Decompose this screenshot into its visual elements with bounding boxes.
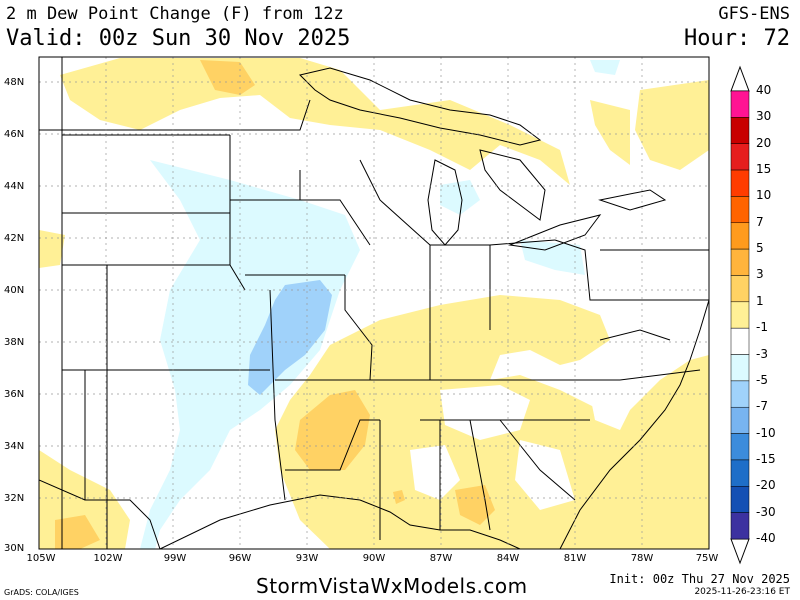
lon-label: 78W (630, 553, 654, 564)
lon-label: 81W (563, 553, 587, 564)
political-boundaries (39, 57, 709, 549)
colorbar-label: -15 (756, 451, 776, 466)
colorbar-label: 1 (756, 293, 764, 308)
colorbar-label: 40 (756, 83, 772, 97)
colorbar-top-arrow (730, 65, 750, 92)
colorbar-swatch (730, 169, 750, 197)
lon-label: 105W (26, 553, 56, 564)
lat-label: 44N (4, 181, 25, 192)
map-title: 2 m Dew Point Change (F) from 12z (6, 4, 344, 24)
lon-label: 96W (228, 553, 252, 564)
lon-label: 84W (496, 553, 520, 564)
colorbar-label: 7 (756, 214, 764, 229)
lake-superior-outline (299, 67, 542, 146)
colorbar-label: 5 (756, 241, 764, 256)
positive-area-east (635, 80, 709, 170)
colorbar-label: 15 (756, 162, 772, 177)
run-timestamp: 2025-11-26-23:16 ET (694, 587, 790, 597)
init-time: Init: 00z Thu 27 Nov 2025 (609, 572, 790, 586)
lat-label: 36N (4, 389, 25, 400)
warm-core-ms-valley (295, 390, 370, 470)
negative-area-lakes (440, 180, 480, 215)
colorbar-swatch (730, 275, 750, 303)
colorbar-label: -1 (756, 320, 768, 335)
lon-label: 102W (93, 553, 123, 564)
positive-area-west (39, 230, 65, 268)
gulf-coast (159, 494, 521, 549)
negative-area-ne (590, 60, 620, 75)
lon-label: 87W (429, 553, 453, 564)
neutral-pocket-2 (440, 385, 530, 440)
lake-huron-outline (479, 149, 546, 221)
colorbar-label: 20 (756, 135, 772, 150)
warm-core-small (393, 490, 405, 504)
lat-label: 34N (4, 441, 25, 452)
colorbar-swatch (730, 459, 750, 487)
map-frame (38, 56, 710, 550)
canada-border (39, 99, 311, 131)
colorbar-swatch (730, 143, 750, 171)
lat-label: 40N (4, 285, 25, 296)
lake-michigan-outline (427, 159, 463, 246)
colorbar-label: 30 (756, 109, 772, 124)
warm-core-gulf (455, 485, 495, 525)
lon-label: 93W (295, 553, 319, 564)
colorbar-swatch (730, 301, 750, 329)
positive-area-northeast (590, 100, 630, 165)
atlantic-coast (559, 299, 709, 549)
colorbar-swatch (730, 406, 750, 434)
colorbar-swatch (730, 486, 750, 513)
colorbar-swatch (730, 90, 750, 118)
colorbar-label: -7 (756, 399, 768, 414)
warm-core-north (200, 60, 255, 95)
colorbar-swatch (730, 248, 750, 276)
colorbar-label: -5 (756, 372, 768, 387)
neutral-pocket-3 (590, 395, 630, 430)
colorbar-swatch (730, 222, 750, 250)
lat-label: 48N (4, 77, 25, 88)
lat-label: 38N (4, 337, 25, 348)
valid-time: Valid: 00z Sun 30 Nov 2025 (6, 26, 351, 51)
colorbar (730, 65, 750, 565)
colorbar-label: -3 (756, 346, 768, 361)
lake-erie-outline (508, 214, 602, 251)
shaded-field (39, 57, 709, 549)
lake-ontario-outline (598, 189, 667, 211)
neutral-pocket-1 (410, 445, 460, 500)
negative-area-plains (140, 160, 360, 549)
colorbar-label: -40 (756, 531, 776, 545)
grads-credit: GrADS: COLA/IGES (4, 588, 79, 597)
colorbar-label: -10 (756, 425, 776, 440)
colorbar-swatch (730, 433, 750, 461)
colorbar-swatch (730, 512, 750, 540)
forecast-hour: Hour: 72 (684, 26, 790, 51)
lat-label: 30N (4, 543, 25, 554)
lon-label: 99W (163, 553, 187, 564)
colorbar-label: -30 (756, 504, 776, 519)
model-name: GFS-ENS (718, 4, 790, 24)
warm-core-sw (55, 515, 100, 549)
colorbar-bottom-arrow (730, 538, 750, 565)
colorbar-label: 10 (756, 188, 772, 203)
lat-label: 46N (4, 129, 25, 140)
cold-core-missouri (248, 280, 332, 395)
positive-area-north (60, 58, 570, 185)
lat-lon-grid (39, 57, 709, 549)
lon-label: 75W (695, 553, 719, 564)
lon-label: 90W (362, 553, 386, 564)
lat-label: 32N (4, 493, 25, 504)
colorbar-label: 3 (756, 267, 764, 282)
site-name: StormVistaWxModels.com (256, 574, 528, 598)
colorbar-swatch (730, 117, 750, 144)
lat-label: 42N (4, 233, 25, 244)
mexico-border (39, 479, 161, 549)
colorbar-label: -20 (756, 478, 776, 493)
colorbar-swatch (730, 354, 750, 382)
colorbar-swatch (730, 327, 750, 355)
colorbar-swatch (730, 196, 750, 224)
colorbar-swatch (730, 380, 750, 408)
